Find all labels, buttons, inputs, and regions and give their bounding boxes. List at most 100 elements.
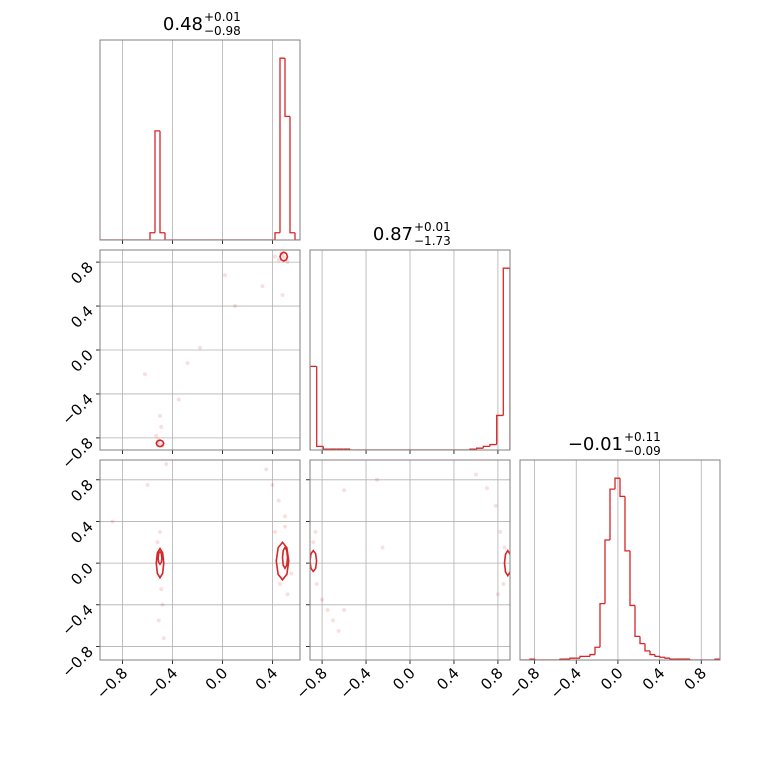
y-tick-label: −0.8 (58, 643, 96, 681)
scatter-point (283, 514, 287, 519)
histogram-step (289, 116, 295, 234)
histogram-step (619, 478, 625, 498)
scatter-point (273, 254, 277, 259)
histogram-step (284, 58, 290, 118)
y-tick-label: −0.4 (58, 601, 96, 639)
histogram-step (476, 447, 484, 450)
histogram-step (669, 658, 675, 660)
panel: −0.8 −0.4 0.0 0.4 0.8 −0.01 +0.11−0.09 (505, 430, 721, 703)
histogram-step (614, 477, 620, 490)
x-tick-label: −0.4 (336, 664, 374, 702)
title-lower: −0.98 (204, 24, 241, 38)
histogram-step (159, 130, 165, 234)
contour (155, 547, 165, 580)
panel-frame (519, 459, 721, 661)
panel-frame (309, 459, 511, 661)
scatter-point (283, 524, 287, 529)
scatter-point (380, 545, 385, 550)
title-upper: +0.01 (204, 10, 241, 24)
x-tick-label: −0.4 (547, 664, 585, 702)
contour (281, 545, 289, 570)
scatter-point (498, 529, 503, 534)
scatter-point (493, 503, 498, 508)
x-tick-label: −0.8 (292, 664, 330, 702)
panel: 0.87 +0.01−1.73 (309, 220, 511, 454)
scatter-point (264, 467, 269, 472)
y-tick-label: 0.0 (67, 346, 97, 376)
x-tick-label: −0.8 (93, 664, 131, 702)
scatter-point (331, 618, 336, 623)
scatter-point (176, 397, 181, 402)
scatter-point (158, 413, 162, 418)
panel-title: −0.01 (568, 434, 623, 455)
histogram-step (502, 267, 510, 450)
title-upper: +0.11 (624, 430, 661, 444)
y-tick-label: −0.8 (58, 434, 96, 472)
scatter-point (325, 608, 330, 612)
scatter-point (159, 587, 164, 592)
panel-frame (99, 459, 301, 661)
scatter-point (154, 433, 159, 438)
histogram-step (496, 414, 504, 445)
scatter-point (143, 372, 147, 377)
y-tick-label: 0.0 (67, 559, 97, 589)
histogram-step (279, 57, 285, 233)
x-tick-label: 0.0 (389, 664, 419, 694)
scatter-point (375, 477, 380, 482)
panel: 0.48 +0.01−0.98 (99, 10, 301, 244)
scatter-point (155, 540, 160, 545)
scatter-point (273, 529, 277, 534)
x-tick-label: −0.8 (505, 664, 543, 702)
plot-area (310, 472, 510, 633)
histogram-step (629, 550, 635, 607)
histogram-step (654, 654, 660, 658)
panel: −0.8−0.40.00.40.8 (58, 249, 301, 473)
scatter-point (159, 424, 164, 429)
histogram-step (664, 657, 670, 659)
scatter-point (501, 581, 506, 586)
x-tick-label: 0.8 (477, 664, 507, 694)
scatter-point (260, 284, 265, 289)
scatter-point (233, 304, 237, 309)
contour (157, 550, 163, 566)
scatter-point (270, 483, 275, 487)
histogram-step (609, 488, 615, 540)
scatter-point (158, 529, 162, 534)
panel-title: 0.48 (163, 14, 203, 35)
panel-frame (99, 39, 301, 241)
scatter-point (280, 293, 285, 298)
panel: −0.8 −0.4 0.0 0.4 −0.8 −0.4 0.0 0.4 0.8 (58, 459, 301, 703)
scatter-point (276, 498, 281, 503)
x-tick-label: 0.4 (433, 664, 463, 694)
scatter-point (156, 618, 161, 623)
x-tick-label: 0.4 (252, 664, 282, 694)
histogram-step (310, 365, 317, 450)
histogram-step (349, 449, 357, 450)
contour (275, 541, 290, 582)
histogram-step (569, 657, 575, 660)
scatter-point (502, 545, 507, 550)
histogram-step (624, 496, 630, 552)
scatter-point (495, 592, 500, 597)
histogram-step (164, 232, 170, 240)
panel: −0.8−0.4 0.0 0.4 0.8 (292, 459, 511, 703)
y-tick-label: 0.4 (67, 518, 97, 548)
contour (155, 439, 165, 448)
panel-title: 0.87 (373, 224, 413, 245)
histogram-step (589, 653, 595, 657)
scatter-point (278, 581, 282, 586)
scatter-point (285, 260, 290, 265)
scatter-point (320, 597, 325, 602)
contour (310, 549, 318, 573)
scatter-point (164, 462, 169, 467)
histogram-step (634, 605, 640, 638)
histogram-step (579, 655, 585, 659)
histogram-step (644, 643, 650, 652)
histogram-step (322, 446, 330, 450)
scatter-point (276, 257, 281, 262)
contour (503, 549, 510, 578)
histogram-step (294, 232, 300, 240)
histogram-step (316, 366, 324, 448)
x-tick-label: 0.0 (597, 664, 627, 694)
